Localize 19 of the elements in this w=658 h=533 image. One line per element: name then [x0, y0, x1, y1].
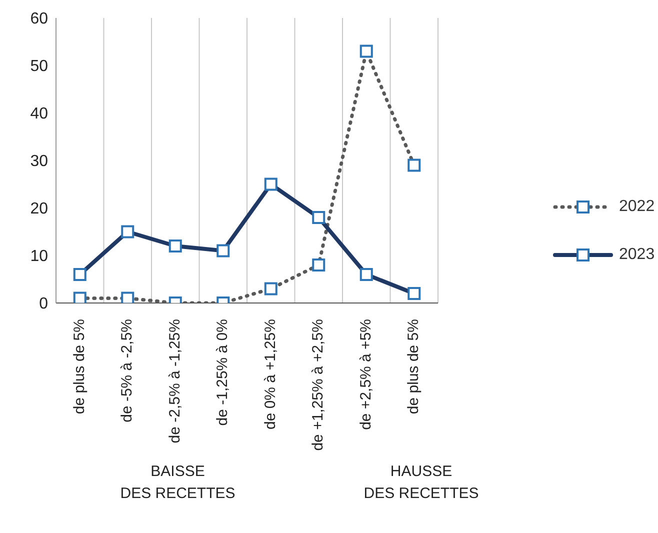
x-tick-label: de plus de 5% [70, 319, 88, 414]
y-tick-label: 60 [30, 10, 48, 28]
y-tick-label: 10 [30, 248, 48, 266]
x-tick-label: de -1,25% à 0% [214, 319, 232, 426]
x-tick-label: de plus de 5% [405, 319, 422, 414]
y-tick-label: 0 [39, 296, 48, 313]
x-tick-label: de -5% à -2,5% [118, 319, 136, 422]
x-tick-label: de +1,25% à +2,5% [310, 319, 327, 451]
y-tick-label: 30 [30, 153, 48, 170]
y-tick-label: 40 [30, 106, 48, 123]
x-tick-label: de -2,5% à -1,25% [166, 319, 184, 444]
y-tick-label: 50 [30, 58, 48, 76]
legend-label: 2023 [619, 246, 655, 264]
x-tick-label: de +2,5% à +5% [357, 319, 374, 430]
legend-label: 2022 [619, 198, 655, 216]
x-tick-label: de 0% à +1,25% [262, 319, 279, 430]
y-tick-label: 20 [30, 200, 48, 218]
text: HAUSSE DES RECETTES [362, 462, 480, 504]
text: BAISSE DES RECETTES [119, 462, 236, 504]
